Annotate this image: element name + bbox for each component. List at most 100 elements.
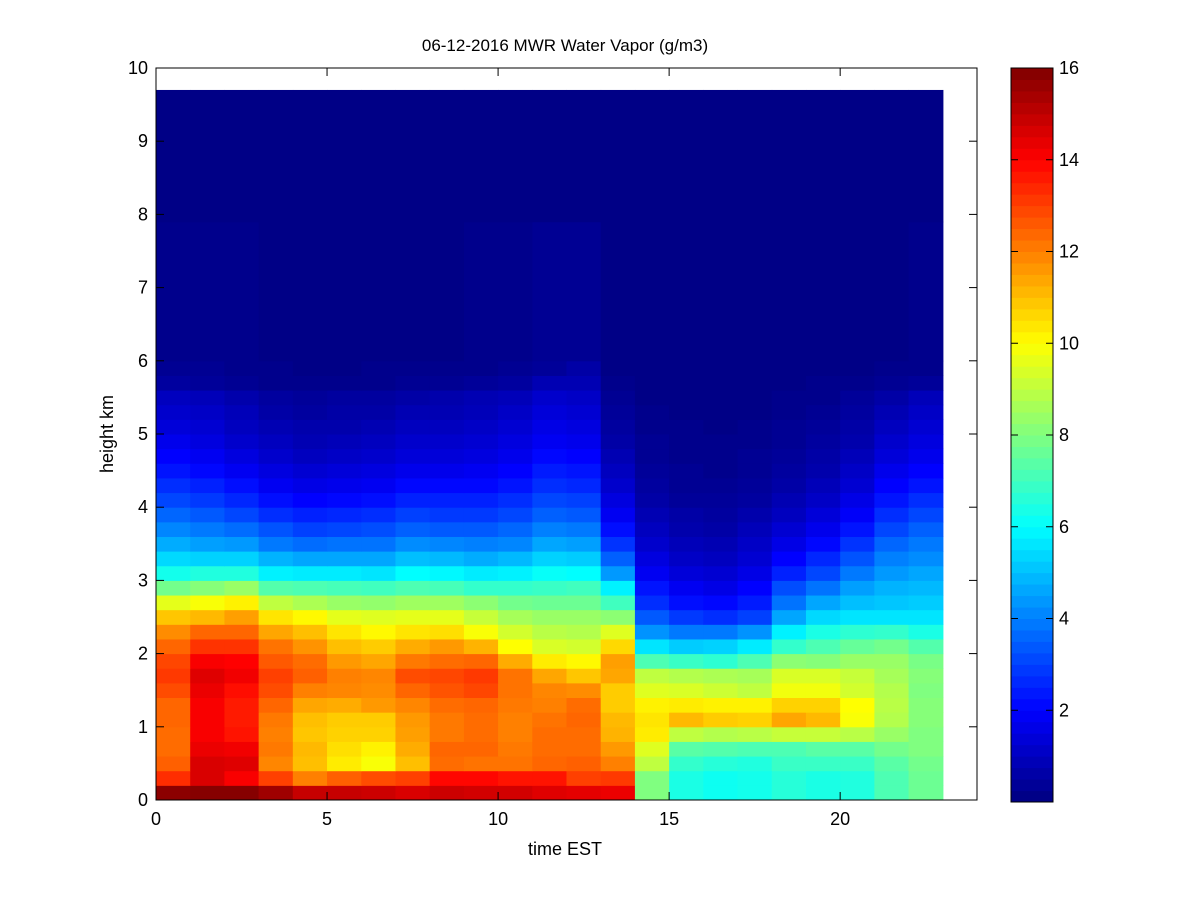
heatmap-cell (190, 375, 225, 391)
heatmap-cell (463, 712, 499, 728)
heatmap-cell (771, 536, 807, 552)
heatmap-cell (361, 536, 396, 552)
heatmap-cell (156, 756, 191, 772)
x-tick-label: 10 (488, 809, 508, 829)
y-tick-label: 0 (138, 790, 148, 810)
heatmap-cell (908, 697, 944, 713)
heatmap-cell (292, 609, 328, 625)
colorbar-segment (1011, 90, 1053, 103)
heatmap-cell (258, 492, 294, 508)
heatmap-cell (292, 726, 328, 742)
heatmap-cell (737, 521, 773, 537)
heatmap-cell (566, 609, 602, 625)
heatmap-cell (532, 697, 567, 713)
heatmap-cell (771, 668, 807, 684)
heatmap-cell (874, 221, 910, 362)
heatmap-cell (908, 653, 944, 669)
heatmap-cell (395, 477, 431, 494)
heatmap-cell (258, 638, 294, 655)
heatmap-cell (737, 404, 773, 420)
heatmap-cell (771, 624, 807, 640)
heatmap-cell (361, 770, 396, 786)
heatmap-cell (498, 419, 533, 435)
heatmap-cell (805, 609, 841, 625)
heatmap-cell (429, 551, 465, 567)
heatmap-cell (942, 477, 944, 494)
heatmap-cell (327, 653, 362, 669)
heatmap-cell (292, 521, 328, 537)
heatmap-cell (874, 653, 910, 669)
heatmap-cell (942, 360, 944, 376)
heatmap-cell (874, 638, 910, 655)
heatmap-cell (463, 492, 499, 508)
heatmap-cell (771, 463, 807, 479)
heatmap-cell (463, 609, 499, 625)
heatmap-cell (703, 507, 739, 523)
heatmap-cell (429, 448, 465, 464)
y-tick-label: 9 (138, 131, 148, 151)
heatmap-cell (190, 697, 225, 713)
heatmap-cell (258, 521, 294, 537)
heatmap-cell (840, 741, 875, 757)
heatmap-cell (805, 565, 841, 581)
axes: 0 5 10 15 20 0 1 2 3 4 5 6 7 8 9 10 (128, 58, 978, 829)
heatmap-cell (532, 419, 567, 435)
heatmap-cell (463, 741, 499, 757)
heatmap-cell (634, 565, 670, 581)
heatmap-cell (327, 521, 362, 537)
heatmap-cell (190, 565, 225, 581)
heatmap-cell (224, 477, 260, 494)
heatmap-cell (532, 221, 567, 362)
heatmap-cell (327, 434, 362, 450)
heatmap-cell (498, 770, 533, 786)
heatmap-cell (361, 595, 396, 611)
heatmap-cell (258, 565, 294, 581)
heatmap-cell (669, 682, 704, 699)
heatmap-cell (874, 434, 910, 450)
heatmap-cell (566, 756, 602, 772)
heatmap-cell (156, 507, 191, 523)
heatmap-cell (874, 580, 910, 596)
heatmap-cell (532, 726, 567, 742)
heatmap-cell (258, 712, 294, 728)
heatmap-cell (463, 624, 499, 640)
heatmap-cell (669, 785, 704, 801)
heatmap-cell (566, 638, 602, 655)
heatmap-cell (634, 521, 670, 537)
heatmap-cell (874, 697, 910, 713)
heatmap-cell (600, 741, 636, 757)
heatmap-cell (190, 770, 225, 786)
heatmap-cell (600, 770, 636, 786)
heatmap-cell (669, 434, 704, 450)
heatmap-cell (771, 682, 807, 699)
heatmap-cell (463, 668, 499, 684)
heatmap-cell (703, 682, 739, 699)
heatmap-cell (840, 390, 875, 406)
colorbar-segment (1011, 595, 1053, 608)
heatmap-cell (224, 221, 260, 362)
heatmap-cell (532, 404, 567, 420)
heatmap-cell (908, 536, 944, 552)
heatmap-cell (874, 609, 910, 625)
heatmap-cell (395, 419, 431, 435)
heatmap-cell (463, 785, 499, 801)
heatmap-cell (805, 419, 841, 435)
heatmap-cell (224, 448, 260, 464)
heatmap-cell (190, 726, 225, 742)
heatmap-cell (703, 536, 739, 552)
heatmap-cell (771, 360, 807, 376)
heatmap-cell (156, 580, 191, 596)
heatmap-cell (292, 770, 328, 786)
heatmap-cell (327, 404, 362, 420)
heatmap-cell (395, 609, 431, 625)
heatmap-cell (942, 521, 944, 537)
colorbar-segment (1011, 538, 1053, 551)
heatmap-cell (327, 492, 362, 508)
heatmap-cell (395, 580, 431, 596)
heatmap-cell (498, 785, 533, 801)
heatmap-cell (532, 595, 567, 611)
heatmap-cell (771, 756, 807, 772)
heatmap-cell (224, 536, 260, 552)
colorbar-segment (1011, 297, 1053, 310)
colorbar-segment (1011, 664, 1053, 677)
